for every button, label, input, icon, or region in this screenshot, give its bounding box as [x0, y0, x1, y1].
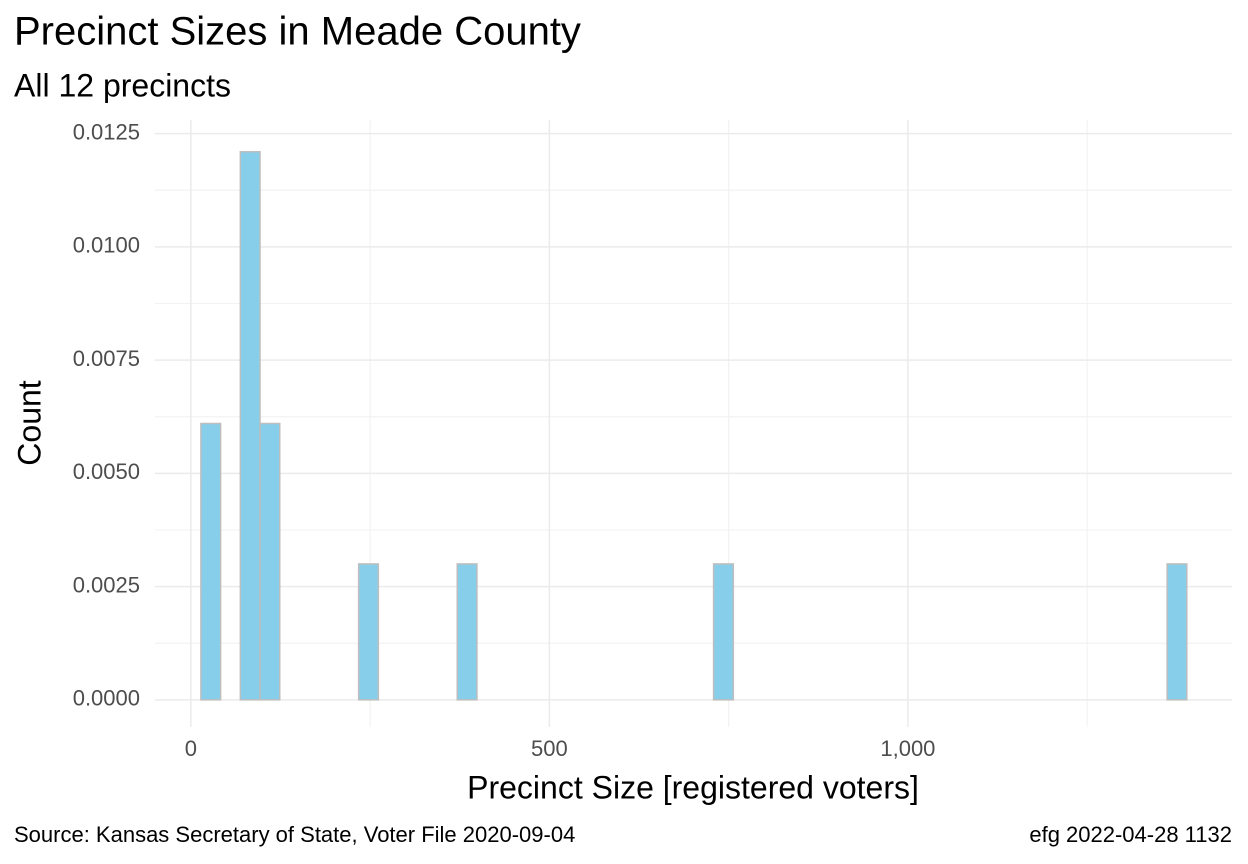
histogram-bar: [1166, 563, 1188, 701]
histogram-bar: [239, 150, 261, 701]
histogram-bar: [200, 422, 222, 701]
y-axis-title: Count: [11, 380, 47, 466]
histogram-bar: [259, 422, 281, 701]
caption-left: Source: Kansas Secretary of State, Voter…: [14, 822, 575, 847]
y-tick-label: 0.0100: [73, 233, 140, 258]
x-axis-title: Precinct Size [registered voters]: [467, 769, 919, 805]
y-tick-label: 0.0025: [73, 572, 140, 597]
histogram-bar: [712, 563, 735, 701]
y-tick-label: 0.0125: [73, 119, 140, 144]
x-tick-label: 500: [531, 736, 568, 761]
histogram-bar: [456, 563, 478, 701]
x-tick-label: 1,000: [880, 736, 935, 761]
x-tick-label: 0: [185, 736, 197, 761]
y-tick-label: 0.0075: [73, 346, 140, 371]
histogram-bar: [357, 563, 380, 701]
y-tick-label: 0.0000: [73, 686, 140, 711]
caption-right: efg 2022-04-28 1132: [1029, 822, 1232, 847]
chart-title: Precinct Sizes in Meade County: [14, 10, 581, 54]
y-tick-label: 0.0050: [73, 459, 140, 484]
chart-subtitle: All 12 precincts: [14, 67, 231, 103]
